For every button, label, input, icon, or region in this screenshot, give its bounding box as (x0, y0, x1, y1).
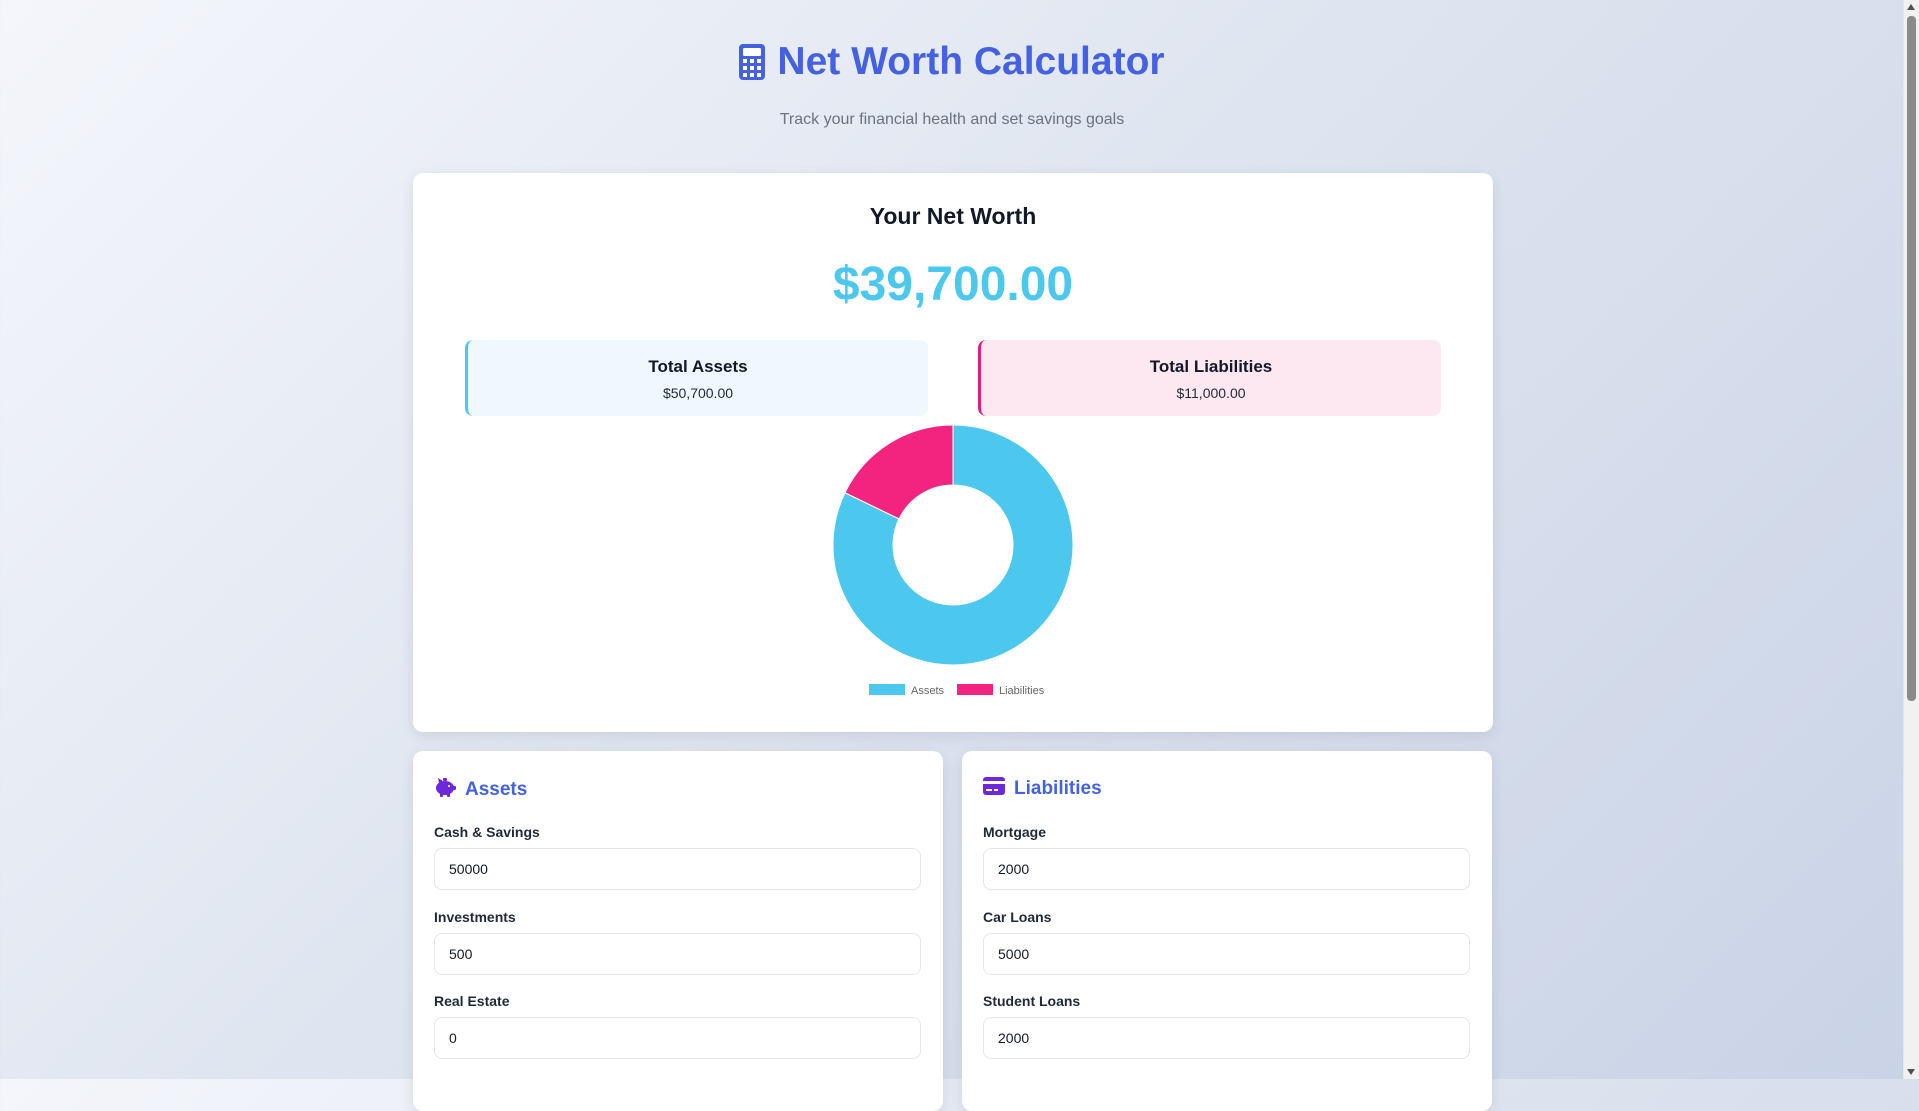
car-loans-label: Car Loans (983, 909, 1052, 925)
mortgage-field: Mortgage (983, 824, 1470, 890)
liabilities-title: Liabilities (1014, 778, 1102, 799)
vertical-scrollbar[interactable] (1903, 0, 1919, 1079)
assets-header: Assets (434, 777, 527, 803)
real-estate-field: Real Estate (434, 993, 921, 1059)
page: Net Worth Calculator Track your financia… (0, 40, 1904, 1059)
total-assets-value: $50,700.00 (662, 385, 734, 401)
page-subtitle: Track your financial health and set savi… (779, 111, 1125, 128)
mortgage-input[interactable] (983, 848, 1470, 890)
cash-savings-field: Cash & Savings (434, 824, 921, 890)
legend-swatch-assets[interactable] (869, 684, 905, 695)
scroll-down-arrow-icon[interactable] (1907, 1069, 1915, 1075)
assets-title: Assets (465, 779, 528, 800)
student-loans-field: Student Loans (983, 993, 1470, 1059)
page-title-row: Net Worth Calculator (739, 40, 1165, 84)
liabilities-panel: Liabilities Mortgage Car Loans Student L… (962, 751, 1492, 1111)
total-liabilities-box: Total Liabilities $11,000.00 (978, 340, 1441, 416)
investments-input[interactable] (434, 933, 921, 975)
investments-label: Investments (434, 909, 516, 925)
investments-field: Investments (434, 909, 921, 975)
net-worth-doughnut-chart[interactable]: Assets Liabilities (413, 423, 1493, 723)
page-title: Net Worth Calculator (777, 40, 1165, 83)
car-loans-field: Car Loans (983, 909, 1470, 975)
total-assets-box: Total Assets $50,700.00 (465, 340, 928, 416)
cash-savings-input[interactable] (434, 848, 921, 890)
total-assets-label: Total Assets (648, 357, 748, 376)
slice-assets[interactable] (832, 424, 1074, 666)
legend-label-liabilities[interactable]: Liabilities (999, 685, 1045, 697)
piggy-bank-icon (434, 777, 456, 803)
legend-swatch-liabilities[interactable] (957, 684, 993, 695)
liabilities-header: Liabilities (983, 777, 1102, 801)
scrollbar-thumb[interactable] (1907, 16, 1916, 701)
mortgage-label: Mortgage (983, 824, 1046, 840)
net-worth-card: Your Net Worth $39,700.00 Total Assets $… (413, 173, 1493, 732)
total-liabilities-value: $11,000.00 (1176, 385, 1246, 401)
net-worth-amount: $39,700.00 (832, 258, 1074, 311)
net-worth-title: Your Net Worth (869, 203, 1037, 229)
calculator-icon (739, 44, 766, 80)
total-liabilities-label: Total Liabilities (1149, 357, 1273, 376)
scroll-up-arrow-icon[interactable] (1907, 4, 1915, 10)
assets-panel: Assets Cash & Savings Investments Real E… (413, 751, 943, 1111)
student-loans-label: Student Loans (983, 993, 1081, 1009)
cash-savings-label: Cash & Savings (434, 824, 540, 840)
car-loans-input[interactable] (983, 933, 1470, 975)
real-estate-input[interactable] (434, 1017, 921, 1059)
slice-liabilities[interactable] (844, 424, 954, 520)
page-header: Net Worth Calculator Track your financia… (0, 40, 1904, 129)
legend-label-assets[interactable]: Assets (911, 685, 945, 697)
real-estate-label: Real Estate (434, 993, 510, 1009)
credit-card-icon (983, 777, 1005, 801)
student-loans-input[interactable] (983, 1017, 1470, 1059)
